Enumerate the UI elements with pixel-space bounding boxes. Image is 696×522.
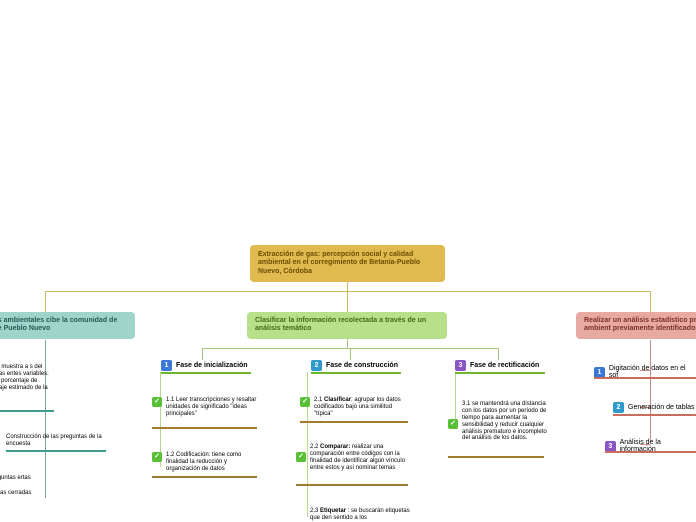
p3-item-1: ✓ 3.1 se mantendrá una distancia con los… (448, 401, 548, 442)
ul-right-3 (605, 451, 696, 453)
ul-p1-2 (152, 476, 257, 478)
branch-left: tar los impactos ambientales cibe la com… (0, 312, 135, 339)
branch-left-title: tar los impactos ambientales cibe la com… (0, 317, 117, 332)
num-2-icon: 2 (311, 360, 322, 371)
ul-right-2 (613, 414, 696, 416)
num-2-icon: 2 (613, 402, 624, 413)
right-item-2: 2 Generación de tablas (613, 402, 695, 413)
ul-p1-1 (152, 427, 257, 429)
phase-3: 3 Fase de rectificación (455, 360, 539, 371)
num-1-icon: 1 (161, 360, 172, 371)
phase-1-label: Fase de inicialización (176, 362, 248, 369)
branch-center: Clasificar la información recolectada a … (247, 312, 447, 339)
check-icon: ✓ (152, 452, 162, 462)
ul-phase-1 (161, 372, 251, 374)
phase-3-label: Fase de rectificación (470, 362, 539, 369)
check-icon: ✓ (300, 397, 310, 407)
p2-item-2-text: 2.2 Comparar: realizar una comparación e… (310, 444, 414, 472)
conn-right-v (650, 291, 651, 313)
phase-1: 1 Fase de inicialización (161, 360, 248, 371)
check-icon: ✓ (296, 452, 306, 462)
branch-center-title: Clasificar la información recolectada a … (255, 317, 426, 332)
ul-left-1 (0, 410, 54, 412)
left-item-3: : Definición de las preguntas ertas (0, 475, 60, 482)
num-1-icon: 1 (594, 367, 605, 378)
ul-phase-2 (311, 372, 401, 374)
p2-item-1: ✓ 2.1 Clasificar: agrupar los datos codi… (300, 397, 412, 418)
conn-left-v (45, 291, 46, 313)
conn-p3-v (498, 348, 499, 360)
conn-center-v (347, 291, 348, 313)
left-item-1: rminar el tamaño de la muestra a s del s… (0, 364, 54, 398)
p2-item-2: ✓ 2.2 Comparar: realizar una comparación… (296, 444, 414, 472)
left-item-2: Construcción de las preguntas de la encu… (6, 434, 106, 448)
phase-2-label: Fase de construcción (326, 362, 398, 369)
conn-root-h (45, 291, 651, 292)
check-icon: ✓ (152, 397, 162, 407)
ul-p2-2 (296, 484, 408, 486)
root-node: Extracción de gas: percepción social y c… (250, 245, 445, 282)
branch-right: Realizar un análisis estadístico princip… (576, 312, 696, 339)
p1-item-2: ✓ 1.2 Codificación: tiene como finalidad… (152, 452, 262, 473)
phase-2: 2 Fase de construcción (311, 360, 398, 371)
right-item-2-label: Generación de tablas (628, 404, 695, 411)
p2-item-1-text: 2.1 Clasificar: agrupar los datos codifi… (314, 397, 412, 418)
ul-p2-1 (300, 421, 408, 423)
conn-right-down (650, 340, 651, 440)
num-3-icon: 3 (455, 360, 466, 371)
branch-right-title: Realizar un análisis estadístico princip… (584, 317, 696, 332)
ul-right-1 (594, 377, 696, 379)
check-icon: ✓ (448, 419, 458, 429)
conn-p2-v (350, 348, 351, 360)
num-3-icon: 3 (605, 441, 616, 452)
ul-phase-3 (455, 372, 545, 374)
p1-item-1: ✓ 1.1 Leer transcripciones y resaltar un… (152, 397, 262, 418)
conn-center-down (347, 338, 348, 348)
ul-left-2 (6, 450, 106, 452)
p2-item-3-text: 2.3 Etiquetar : se buscarán etiquetas qu… (310, 508, 410, 521)
ul-p3-1 (448, 456, 544, 458)
conn-p1-v (202, 348, 203, 360)
left-item-4: : Definición de preguntas cerradas (0, 490, 105, 497)
root-title: Extracción de gas: percepción social y c… (258, 251, 420, 275)
